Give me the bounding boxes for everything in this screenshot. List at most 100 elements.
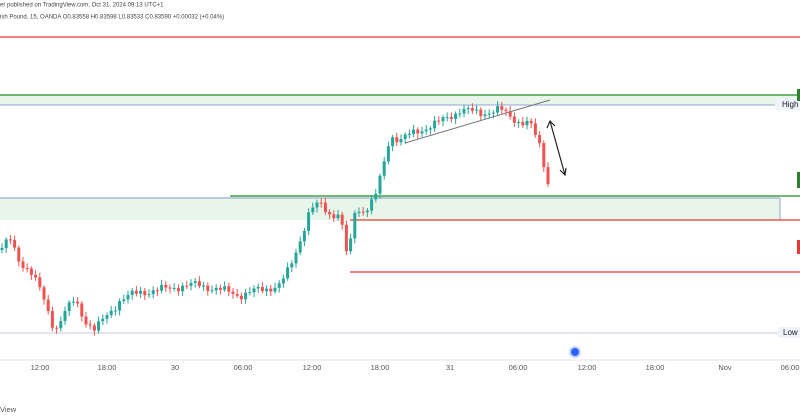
candle (449, 117, 453, 119)
candle (374, 193, 378, 200)
high-label: High (782, 100, 798, 109)
demand-zone (0, 197, 780, 220)
candle (206, 285, 210, 292)
x-axis: 12:00 18:00 30 06:00 12:00 18:00 31 06:00 12:00 1… (31, 363, 800, 372)
candle (357, 211, 361, 213)
x-tick-label: 06:00 (781, 363, 800, 372)
candle (420, 131, 424, 134)
candle (504, 109, 508, 112)
candle (370, 199, 374, 211)
candle (122, 299, 126, 302)
candle (160, 284, 164, 291)
candle (273, 287, 277, 292)
candle (172, 288, 176, 290)
candle (403, 134, 407, 140)
candle (143, 290, 147, 296)
candle (441, 117, 445, 122)
candle (428, 128, 432, 130)
candle (105, 315, 109, 319)
candle (344, 224, 348, 252)
candle (336, 214, 340, 219)
x-tick-label: Nov (718, 363, 732, 372)
candle (361, 211, 365, 213)
candle (466, 108, 470, 110)
candle (21, 261, 25, 269)
candle (458, 113, 462, 115)
candle (34, 274, 38, 278)
candle (542, 143, 546, 168)
x-tick-label: 12:00 (303, 363, 322, 372)
candle (319, 202, 323, 204)
candle (546, 167, 550, 185)
candle (332, 214, 336, 219)
candle (281, 278, 285, 284)
candle (155, 290, 159, 292)
candle (454, 113, 458, 119)
x-tick-label: 12:00 (578, 363, 597, 372)
candle (147, 294, 151, 296)
candle (80, 303, 84, 317)
supply-zone (0, 95, 800, 105)
trend-line (404, 99, 551, 144)
candle (386, 146, 390, 162)
candle (227, 286, 231, 292)
candle (538, 134, 542, 144)
candle (185, 285, 189, 287)
x-tick-label: 06:00 (509, 363, 528, 372)
candle (517, 121, 521, 123)
candle (202, 285, 206, 287)
candle (533, 123, 537, 135)
candle (113, 310, 117, 312)
x-tick-label: 06:00 (234, 363, 253, 372)
candle (483, 114, 487, 117)
candle (470, 108, 474, 111)
candle (139, 290, 143, 294)
candle (286, 267, 290, 279)
candle (76, 301, 80, 304)
candle (479, 109, 483, 117)
candle (214, 287, 218, 291)
candle (46, 299, 50, 312)
x-tick-label: 31 (446, 363, 454, 372)
symbol-line: ish Pound, 15, OANDA O0.83558 H0.83598 L… (0, 15, 224, 21)
candles (0, 101, 550, 336)
candle (130, 290, 134, 295)
candle (50, 311, 54, 328)
candle (197, 281, 201, 287)
candle (529, 120, 533, 124)
footer-text: View (0, 405, 17, 414)
candle (500, 106, 504, 110)
candle (298, 241, 302, 253)
candle (277, 283, 281, 288)
candle (126, 294, 130, 300)
candle (340, 214, 344, 225)
candle (88, 324, 92, 326)
candle (59, 321, 63, 329)
x-tick-label: 30 (171, 363, 179, 372)
candle (382, 161, 386, 176)
candle (437, 120, 441, 122)
candle (323, 202, 327, 212)
candle (71, 301, 75, 303)
candle (151, 290, 155, 295)
candle (521, 121, 525, 126)
candle (101, 318, 105, 322)
candle (55, 327, 59, 329)
candle (395, 137, 399, 143)
price-marker (797, 89, 800, 101)
candle (252, 288, 256, 293)
range-arrow (546, 119, 567, 177)
candle (84, 316, 88, 325)
candle (235, 294, 239, 296)
candle (25, 268, 29, 270)
candle (17, 247, 21, 262)
price-marker (797, 172, 800, 188)
candle (118, 301, 122, 311)
candle (260, 287, 264, 292)
candle (8, 239, 12, 241)
event-icon[interactable] (569, 346, 581, 358)
candle (525, 120, 529, 126)
x-tick-label: 12:00 (31, 363, 50, 372)
candle (109, 310, 113, 316)
